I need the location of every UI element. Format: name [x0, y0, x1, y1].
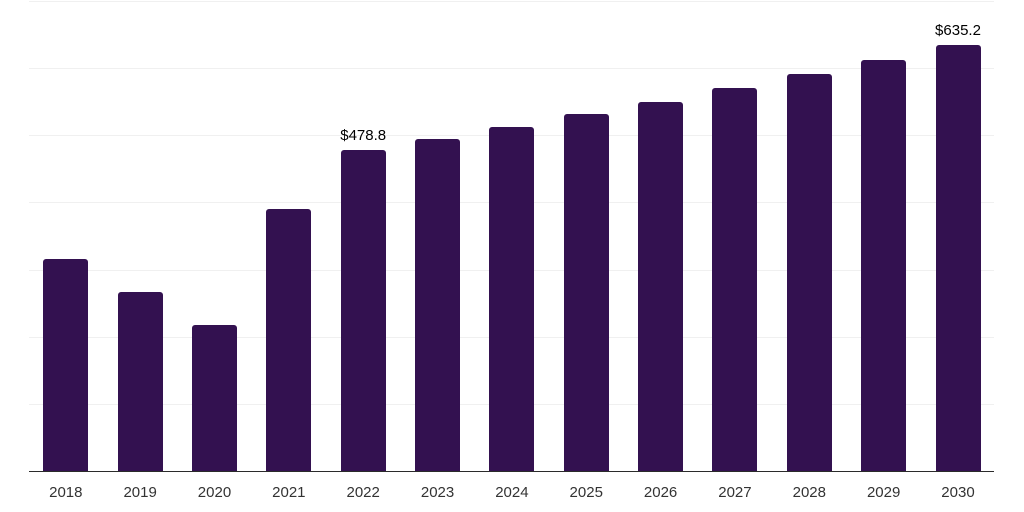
x-tick-label-2018: 2018: [49, 484, 83, 501]
bar-2021: [266, 209, 312, 471]
x-tick-label-2021: 2021: [272, 484, 306, 501]
x-tick-label-2029: 2029: [866, 484, 901, 501]
bar-2029: [861, 60, 907, 471]
x-tick-label-2023: 2023: [420, 484, 455, 501]
bar-2028: [786, 73, 832, 471]
bar-2024: [489, 127, 535, 471]
x-tick-label-2024: 2024: [495, 484, 529, 501]
x-tick-label-2022: 2022: [346, 484, 380, 501]
x-axis-line: [29, 470, 994, 472]
value-label-2030: $635.2: [935, 21, 981, 39]
bar-2020: [192, 325, 237, 471]
x-tick-label-2019: 2019: [123, 484, 157, 501]
x-tick-label-2026: 2026: [643, 484, 678, 501]
bar-2019: [117, 291, 163, 471]
x-tick-label-2028: 2028: [792, 484, 826, 501]
value-label-2022: $478.8: [340, 126, 387, 144]
bar-2027: [712, 88, 758, 471]
gridline-600: [29, 68, 994, 70]
bar-2030: [935, 44, 981, 471]
bar-2018: [43, 258, 89, 471]
x-tick-label-2025: 2025: [569, 484, 603, 501]
x-tick-label-2027: 2027: [718, 484, 752, 501]
bar-2026: [638, 101, 684, 471]
bar-2023: [415, 139, 461, 471]
gridline-700: [29, 1, 994, 2]
x-tick-label-2020: 2020: [197, 484, 232, 501]
bar-2022: [340, 149, 386, 471]
bar-2025: [563, 113, 609, 471]
x-tick-label-2030: 2030: [941, 484, 975, 501]
